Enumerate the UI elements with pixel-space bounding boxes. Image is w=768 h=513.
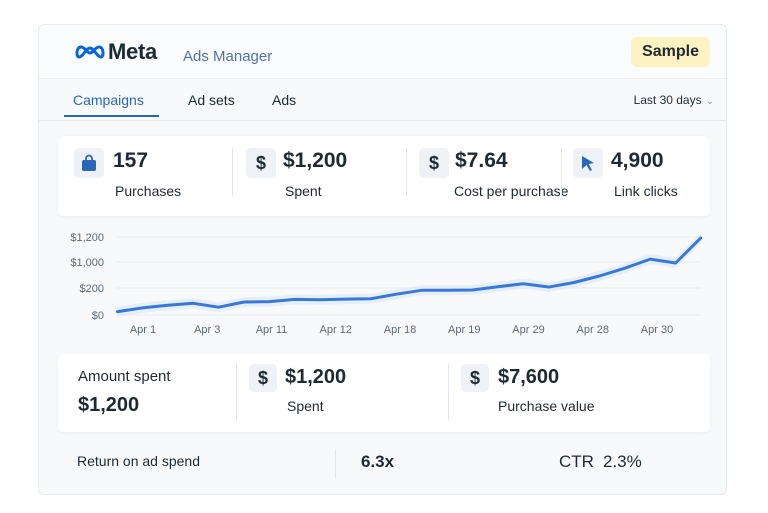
dollar-icon: $ xyxy=(461,364,489,392)
data-point[interactable] xyxy=(268,300,271,303)
x-tick-label: Apr 30 xyxy=(641,324,673,336)
cursor-icon xyxy=(573,148,603,178)
amount-spent-label: Amount spent xyxy=(78,368,171,385)
divider xyxy=(406,148,407,196)
data-point[interactable] xyxy=(623,267,627,270)
spend-line-chart: $1,200 $1,000 $200 $0 Apr 1 Apr 3 Apr 11 Apr 12… xyxy=(70,232,703,336)
roas-label: Return on ad spend xyxy=(77,453,200,469)
summary-spent-label: Spent xyxy=(287,398,324,414)
data-point[interactable] xyxy=(420,289,423,292)
data-point[interactable] xyxy=(318,298,322,301)
stat-label: Spent xyxy=(285,183,322,199)
data-point[interactable] xyxy=(217,306,220,309)
dollar-icon: $ xyxy=(249,364,277,392)
data-point[interactable] xyxy=(598,274,601,278)
series-confidence-band xyxy=(117,232,701,317)
tab-campaigns[interactable]: Campaigns xyxy=(73,92,144,108)
ctr-label: CTR xyxy=(559,452,594,471)
data-point[interactable] xyxy=(572,281,576,284)
data-point[interactable] xyxy=(166,304,169,307)
data-point[interactable] xyxy=(191,302,195,305)
x-tick-label: Apr 28 xyxy=(577,324,609,336)
x-tick-label: Apr 12 xyxy=(320,324,352,336)
data-point[interactable] xyxy=(344,297,347,301)
stat-value: 4,900 xyxy=(611,149,664,172)
data-point[interactable] xyxy=(547,285,550,289)
data-point[interactable] xyxy=(649,257,652,261)
roas-row: Return on ad spend 6.3x CTR 2.3% xyxy=(39,443,726,483)
amount-spent-value: $1,200 xyxy=(78,394,140,416)
summary-spent-value: $1,200 xyxy=(285,366,347,388)
data-point[interactable] xyxy=(699,236,703,239)
stats-panel: 157 Purchases $ $1,200 Spent $ $7.64 Cos… xyxy=(58,136,710,216)
ctr-value: 2.3% xyxy=(603,452,642,471)
tab-ads[interactable]: Ads xyxy=(272,92,297,108)
brand-name: Meta xyxy=(108,39,157,64)
top-bar: Meta Ads Manager Sample xyxy=(39,25,726,79)
summary-panel: Amount spent $1,200 $ $1,200 Spent $ $7,… xyxy=(58,354,710,432)
stat-label: Cost per purchase xyxy=(454,183,569,199)
data-point[interactable] xyxy=(522,282,525,285)
sample-badge: Sample xyxy=(631,37,710,67)
data-point[interactable] xyxy=(445,289,449,292)
meta-logo[interactable]: Meta xyxy=(75,39,157,65)
x-tick-label: Apr 1 xyxy=(130,324,156,336)
x-tick-label: Apr 29 xyxy=(512,324,544,336)
date-range-select[interactable]: Last 30 days ⌄ xyxy=(634,93,714,107)
stat-label: Purchases xyxy=(115,183,182,199)
data-point[interactable] xyxy=(141,306,144,310)
date-range-label: Last 30 days xyxy=(633,93,702,107)
divider xyxy=(335,449,336,479)
tab-bar: Campaigns Ad sets Ads Last 30 days ⌄ xyxy=(39,79,726,121)
divider xyxy=(561,148,562,196)
stat-value: $1,200 xyxy=(283,149,348,172)
chevron-down-icon: ⌄ xyxy=(705,96,714,107)
x-tick-label: Apr 18 xyxy=(384,324,416,336)
ads-manager-card: Meta Ads Manager Sample Campaigns Ad set… xyxy=(38,24,727,495)
dollar-icon: $ xyxy=(419,148,449,178)
stat-value: $7.64 xyxy=(455,149,508,172)
stat-value: 157 xyxy=(113,149,149,172)
y-tick-label: $0 xyxy=(92,310,104,322)
stat-label: Link clicks xyxy=(614,183,678,199)
data-point[interactable] xyxy=(293,298,296,301)
purchase-value-value: $7,600 xyxy=(498,366,560,388)
divider xyxy=(236,364,237,420)
x-tick-label: Apr 3 xyxy=(194,324,220,336)
y-tick-label: $200 xyxy=(80,283,104,295)
data-point[interactable] xyxy=(674,261,677,265)
data-point[interactable] xyxy=(115,310,119,313)
data-point[interactable] xyxy=(496,285,500,288)
y-tick-label: $1,000 xyxy=(70,257,104,269)
shopping-bag-icon xyxy=(74,148,104,178)
data-point[interactable] xyxy=(395,293,398,296)
x-tick-label: Apr 19 xyxy=(448,324,480,336)
data-point[interactable] xyxy=(471,288,474,292)
data-point[interactable] xyxy=(242,300,246,304)
meta-infinity-icon xyxy=(75,45,105,59)
divider xyxy=(448,364,449,420)
tab-ad-sets[interactable]: Ad sets xyxy=(188,92,235,108)
dollar-icon: $ xyxy=(246,148,276,178)
active-tab-indicator xyxy=(64,115,159,117)
roas-value: 6.3x xyxy=(361,452,395,471)
product-name: Ads Manager xyxy=(183,48,273,65)
purchase-value-label: Purchase value xyxy=(498,398,595,414)
x-tick-label: Apr 11 xyxy=(256,324,288,336)
y-tick-label: $1,200 xyxy=(70,232,104,244)
data-point[interactable] xyxy=(369,297,373,300)
series-line xyxy=(116,236,703,314)
divider xyxy=(232,148,233,196)
